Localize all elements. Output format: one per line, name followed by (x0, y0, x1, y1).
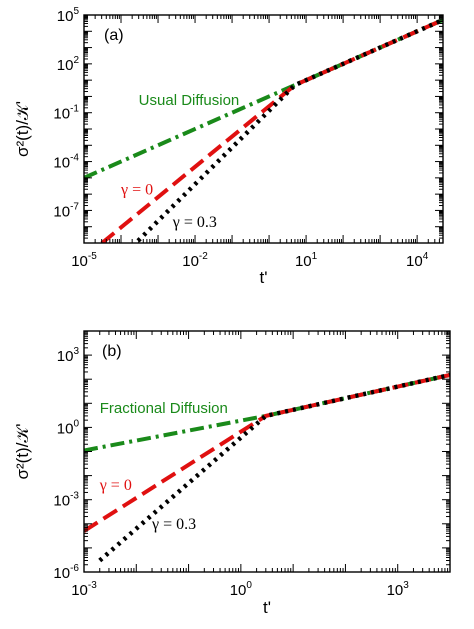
x-tick-label: 100 (230, 580, 253, 599)
series-group (84, 17, 443, 243)
x-tick-label: 10-3 (71, 580, 97, 599)
x-tick-label: 103 (387, 580, 410, 599)
x-tick-label: 10-5 (71, 251, 97, 270)
panel-label: (a) (104, 27, 124, 44)
panel-label: (b) (102, 343, 122, 360)
y-tick-label: 102 (57, 55, 80, 74)
y-tick-label: 10-1 (53, 104, 79, 123)
annotation-g0: γ = 0 (120, 182, 153, 199)
series-line-2 (98, 372, 450, 563)
y-tick-label: 103 (57, 346, 80, 365)
y-tick-label: 10-3 (53, 491, 79, 510)
annotation-g0: γ = 0 (99, 477, 132, 494)
y-tick-label: 10-4 (53, 153, 79, 172)
y-tick-label: 10-6 (53, 563, 79, 582)
y-axis-label: σ²(t)/𝒦' (13, 424, 32, 480)
plot-frame (83, 14, 444, 244)
panel-b: 10-3 100 10310-610-3100103t'σ²(t)/𝒦'(b)Fra… (13, 330, 451, 617)
panel-a: 10-5 10-2 101 104 10-7 10-4 10-1 102 105 t' σ²(t)/… (13, 6, 444, 287)
y-axis-label: σ²(t)/𝒦' (13, 101, 32, 157)
annotation-g03: γ = 0.3 (172, 214, 217, 231)
y-tick-label: 105 (57, 6, 80, 25)
y-tick-label: 10-7 (53, 201, 79, 220)
series-line-2 (132, 17, 443, 243)
x-tick-label: 101 (295, 251, 318, 270)
annotation-usual: Usual Diffusion (139, 92, 240, 109)
series-line-1 (98, 18, 443, 243)
y-tick-label: 100 (57, 418, 80, 437)
series-group (84, 372, 450, 563)
plot-frame (83, 330, 451, 573)
x-tick-label: 10-2 (182, 251, 208, 270)
annotation-g03: γ = 0.3 (151, 516, 196, 533)
x-axis-label: t' (263, 598, 271, 617)
x-axis-label: t' (260, 268, 268, 287)
annotation-frac: Fractional Diffusion (100, 400, 228, 417)
x-tick-label: 104 (406, 251, 429, 270)
series-line-1 (84, 373, 450, 533)
